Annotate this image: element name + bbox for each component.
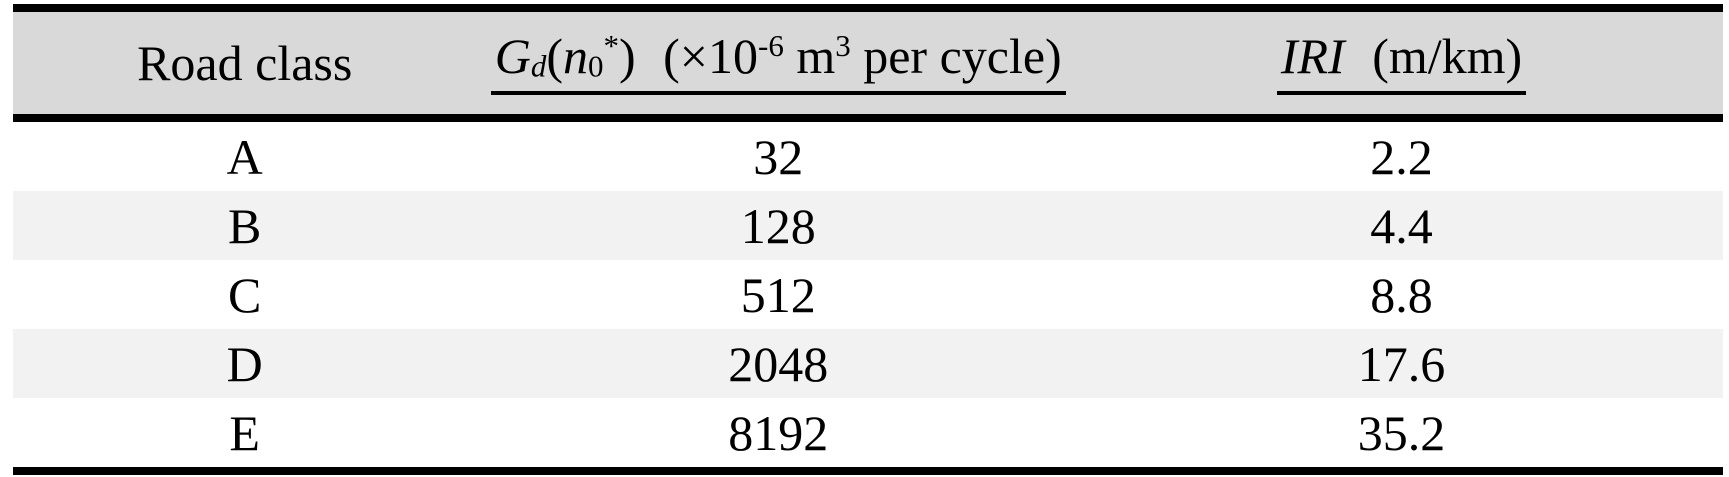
road-class-cell: E	[229, 404, 260, 461]
gd-value-cell: 128	[740, 197, 816, 254]
table-row: D 2048 17.6	[13, 329, 1723, 398]
iri-value-cell: 2.2	[1370, 128, 1433, 185]
n-zero-subscript: 0	[587, 48, 604, 84]
iri-value-cell: 4.4	[1370, 197, 1433, 254]
gd-unit-rest: per cycle)	[850, 28, 1062, 84]
gd-subscript: d	[530, 48, 547, 84]
road-class-cell: C	[228, 266, 262, 323]
header-road-class-label: Road class	[137, 35, 353, 91]
road-class-cell: B	[228, 197, 262, 254]
gd-unit-metre: m	[783, 28, 836, 84]
iri-value-cell: 8.8	[1370, 266, 1433, 323]
iri-value-cell: 17.6	[1357, 335, 1446, 392]
table-row: E 8192 35.2	[13, 398, 1723, 467]
n-star-superscript: *	[603, 27, 619, 63]
gd-unit-exponent: -6	[758, 27, 784, 63]
header-gd-formula-text: Gd(n0*) (×10-6 m3 per cycle)	[490, 27, 1066, 95]
iri-value-cell: 35.2	[1357, 404, 1446, 461]
table-row: B 128 4.4	[13, 191, 1723, 260]
road-class-table: Road class Gd(n0*) (×10-6 m3 per cycle) I…	[13, 4, 1723, 475]
gd-value-cell: 512	[740, 266, 816, 323]
iri-unit: (m/km)	[1372, 28, 1523, 84]
road-class-cell: A	[226, 128, 263, 185]
iri-symbol: IRI	[1280, 28, 1345, 84]
table-row: A 32 2.2	[13, 122, 1723, 191]
road-class-cell: D	[226, 335, 263, 392]
header-iri: IRI (m/km)	[1080, 12, 1723, 114]
gd-value-cell: 8192	[728, 404, 829, 461]
gd-unit-cube: 3	[835, 27, 851, 63]
n-symbol: n	[562, 28, 588, 84]
gd-symbol: G	[494, 28, 531, 84]
header-iri-text: IRI (m/km)	[1276, 28, 1527, 95]
gd-paren-close: )	[618, 28, 636, 84]
header-road-class: Road class	[13, 12, 476, 114]
gd-paren-open: (	[546, 28, 563, 84]
table-row: C 512 8.8	[13, 260, 1723, 329]
header-gd-formula: Gd(n0*) (×10-6 m3 per cycle)	[476, 12, 1080, 114]
gd-value-cell: 2048	[728, 335, 829, 392]
gd-value-cell: 32	[753, 128, 804, 185]
gd-unit-open: (×10	[663, 28, 758, 84]
table-header-row: Road class Gd(n0*) (×10-6 m3 per cycle) I…	[13, 12, 1723, 122]
